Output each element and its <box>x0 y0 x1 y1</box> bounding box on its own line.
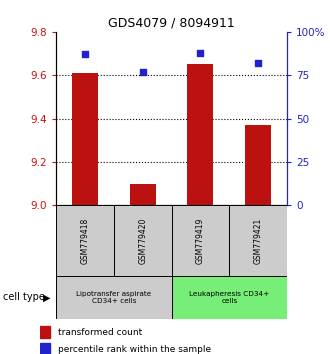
Point <box>198 50 203 56</box>
Text: GSM779418: GSM779418 <box>81 218 89 264</box>
Bar <box>172 276 287 319</box>
Bar <box>114 205 172 276</box>
Text: ▶: ▶ <box>43 292 50 302</box>
Text: transformed count: transformed count <box>58 327 142 337</box>
Bar <box>40 343 50 354</box>
Bar <box>229 205 287 276</box>
Bar <box>56 276 172 319</box>
Text: cell type: cell type <box>3 292 45 302</box>
Text: GSM779420: GSM779420 <box>138 217 147 264</box>
Bar <box>56 205 114 276</box>
Point <box>82 52 88 57</box>
Bar <box>72 73 98 205</box>
Point <box>256 60 261 66</box>
Bar <box>245 125 271 205</box>
Text: Lipotransfer aspirate
CD34+ cells: Lipotransfer aspirate CD34+ cells <box>76 291 151 304</box>
Bar <box>187 64 214 205</box>
Text: GSM779419: GSM779419 <box>196 217 205 264</box>
Text: GSM779421: GSM779421 <box>254 218 263 264</box>
Text: Leukapheresis CD34+
cells: Leukapheresis CD34+ cells <box>189 291 270 304</box>
Title: GDS4079 / 8094911: GDS4079 / 8094911 <box>108 16 235 29</box>
Bar <box>130 184 156 205</box>
Text: percentile rank within the sample: percentile rank within the sample <box>58 345 211 354</box>
Bar <box>172 205 229 276</box>
Bar <box>40 326 50 338</box>
Point <box>140 69 146 75</box>
